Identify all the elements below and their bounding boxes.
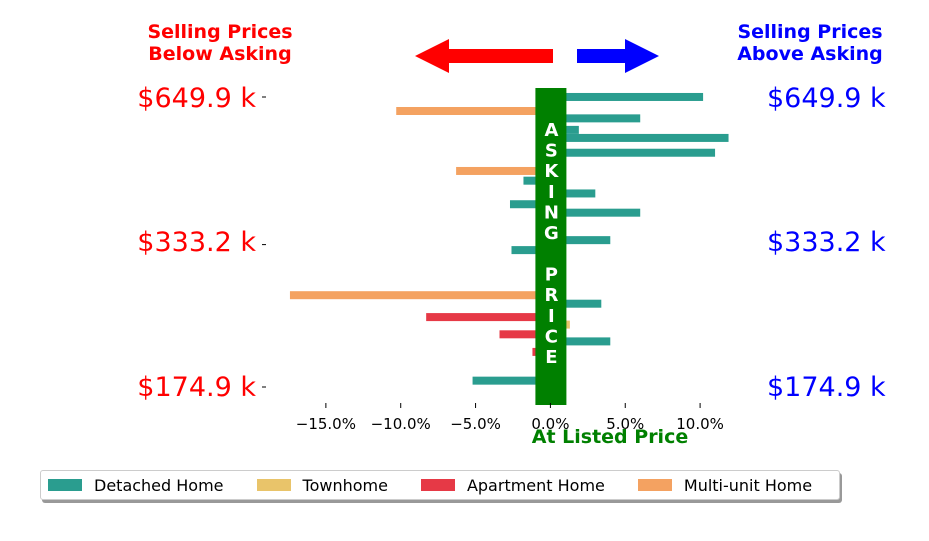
- legend-swatch: [637, 479, 672, 491]
- legend-label: Apartment Home: [466, 475, 605, 495]
- bar: [472, 376, 551, 385]
- bar: [456, 166, 551, 175]
- legend-swatch: [256, 479, 291, 491]
- bar: [550, 133, 729, 142]
- bar: [511, 246, 551, 255]
- x-axis-label: At Listed Price: [531, 426, 689, 448]
- y-tick-label-right: $174.9 k: [767, 372, 886, 403]
- above-asking-title: Selling Prices Above Asking: [710, 21, 910, 65]
- legend-label: Multi-unit Home: [683, 475, 813, 495]
- x-tick-label: −15.0%: [296, 415, 356, 433]
- asking-price-letter: P: [545, 265, 558, 286]
- above-asking-title-line1: Selling Prices: [737, 21, 883, 43]
- x-tick-label: −10.0%: [371, 415, 431, 433]
- legend-item-multiunit: Multi-unit Home: [637, 475, 813, 495]
- bar: [396, 106, 551, 115]
- y-tick-label-left: $333.2 k: [137, 227, 256, 258]
- bar: [550, 114, 641, 123]
- bar: [289, 291, 551, 300]
- right-arrow-icon: [577, 39, 659, 73]
- asking-price-letter: A: [544, 120, 558, 141]
- asking-price-letter: N: [544, 202, 559, 223]
- bar: [550, 337, 611, 346]
- below-asking-title: Selling Prices Below Asking: [120, 21, 320, 65]
- legend-label: Townhome: [302, 475, 388, 495]
- x-tick-label: −5.0%: [450, 415, 501, 433]
- bar: [550, 236, 611, 245]
- y-tick-label-right: $649.9 k: [767, 83, 886, 114]
- below-asking-title-line2: Below Asking: [148, 43, 292, 65]
- chart-legend: Detached Home Townhome Apartment Home Mu…: [40, 470, 840, 500]
- legend-swatch: [48, 479, 82, 491]
- legend-item-apartment: Apartment Home: [420, 475, 605, 495]
- bar: [499, 330, 551, 339]
- left-arrow-icon: [415, 39, 553, 73]
- legend-item-detached: Detached Home: [48, 476, 224, 495]
- x-tick-label: 5.0%: [606, 415, 644, 433]
- asking-price-letter: R: [544, 285, 558, 306]
- asking-price-letter: C: [545, 326, 558, 347]
- bar: [550, 92, 704, 101]
- y-tick-label-left: $649.9 k: [137, 83, 256, 114]
- bar: [550, 299, 602, 308]
- asking-price-letter: I: [548, 306, 555, 327]
- x-tick-label: 10.0%: [676, 415, 724, 433]
- bar: [550, 189, 596, 198]
- x-tick-label: 0.0%: [531, 415, 569, 433]
- asking-price-letter: S: [545, 141, 558, 162]
- above-asking-title-line2: Above Asking: [737, 43, 883, 65]
- bar: [550, 148, 716, 157]
- bar: [509, 200, 551, 209]
- asking-price-column: [535, 88, 567, 405]
- asking-price-letter: G: [544, 223, 559, 244]
- asking-price-letter: I: [548, 182, 555, 203]
- asking-price-letter: K: [544, 161, 559, 182]
- bar: [550, 208, 641, 217]
- y-tick-label-left: $174.9 k: [137, 372, 256, 403]
- legend-swatch: [420, 479, 455, 491]
- bar: [426, 313, 551, 322]
- asking-price-letter: E: [545, 347, 557, 368]
- legend-label: Detached Home: [94, 475, 224, 495]
- below-asking-title-line1: Selling Prices: [147, 21, 293, 43]
- legend-item-townhome: Townhome: [256, 475, 388, 495]
- y-tick-label-right: $333.2 k: [767, 227, 886, 258]
